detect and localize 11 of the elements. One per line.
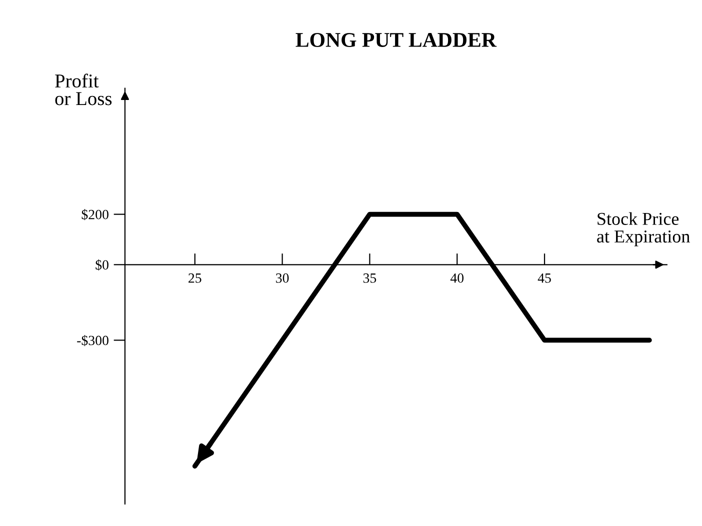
- y-tick-label: $200: [82, 209, 108, 220]
- chart-title: LONG PUT LADDER: [296, 32, 497, 47]
- y-axis-title: Profit or Loss: [55, 74, 112, 106]
- x-tick-label: 25: [188, 273, 202, 283]
- x-tick-label: 40: [450, 273, 464, 283]
- x-tick-label: 45: [538, 273, 551, 283]
- x-axis-title: Stock Price at Expiration: [597, 212, 690, 246]
- y-tick-label: $0: [96, 259, 108, 271]
- y-tick-label: -$300: [77, 334, 108, 346]
- x-tick-label: 30: [276, 273, 289, 283]
- x-tick-label: 35: [363, 273, 376, 283]
